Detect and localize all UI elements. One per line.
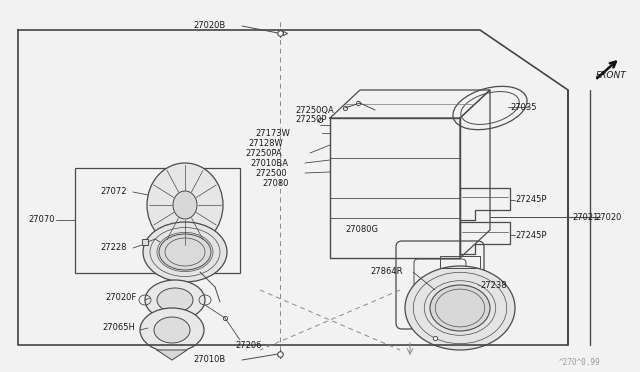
- Ellipse shape: [430, 285, 490, 331]
- Text: 27010BA: 27010BA: [250, 158, 288, 167]
- Text: 27173W: 27173W: [255, 128, 290, 138]
- Text: 27080G: 27080G: [345, 225, 378, 234]
- Text: 27020B: 27020B: [193, 22, 225, 31]
- Text: 27020: 27020: [595, 212, 621, 221]
- Polygon shape: [157, 350, 187, 360]
- Text: 27228: 27228: [100, 244, 127, 253]
- Text: 27250QA: 27250QA: [295, 106, 333, 115]
- Ellipse shape: [147, 163, 223, 247]
- Text: 27065H: 27065H: [102, 324, 135, 333]
- Text: 27021: 27021: [572, 212, 598, 221]
- Ellipse shape: [159, 234, 211, 270]
- Text: 272500: 272500: [255, 169, 287, 177]
- Ellipse shape: [405, 266, 515, 350]
- Text: 27080: 27080: [262, 179, 289, 187]
- Text: 27035: 27035: [510, 103, 536, 112]
- Ellipse shape: [143, 222, 227, 282]
- Text: 27864R: 27864R: [370, 267, 403, 276]
- Text: 27070: 27070: [28, 215, 54, 224]
- Text: 27245P: 27245P: [515, 196, 547, 205]
- Text: 27238: 27238: [480, 280, 507, 289]
- Text: FRONT: FRONT: [596, 71, 627, 80]
- Ellipse shape: [140, 308, 204, 352]
- Ellipse shape: [173, 191, 197, 219]
- Text: ^270^0.99: ^270^0.99: [558, 358, 600, 367]
- Text: 27250P: 27250P: [295, 115, 326, 125]
- Ellipse shape: [157, 288, 193, 312]
- Bar: [75, 168, 240, 273]
- Text: 27245P: 27245P: [515, 231, 547, 240]
- Ellipse shape: [145, 280, 205, 320]
- Text: 27020F: 27020F: [105, 294, 136, 302]
- Text: 27128W: 27128W: [248, 138, 283, 148]
- Text: 27250PA: 27250PA: [245, 148, 282, 157]
- Text: 27010B: 27010B: [193, 356, 225, 365]
- Text: 27206: 27206: [235, 340, 262, 350]
- Bar: [440, 256, 480, 268]
- Bar: [330, 118, 460, 258]
- Ellipse shape: [154, 317, 190, 343]
- Text: 27072: 27072: [100, 187, 127, 196]
